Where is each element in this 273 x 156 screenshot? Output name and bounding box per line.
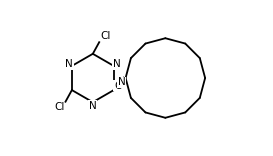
Text: N: N [118, 77, 125, 87]
Text: O: O [114, 81, 122, 91]
Text: Cl: Cl [54, 102, 65, 112]
Text: N: N [89, 101, 97, 111]
Text: N: N [113, 59, 120, 69]
Text: N: N [65, 59, 73, 69]
Text: Cl: Cl [100, 31, 110, 41]
